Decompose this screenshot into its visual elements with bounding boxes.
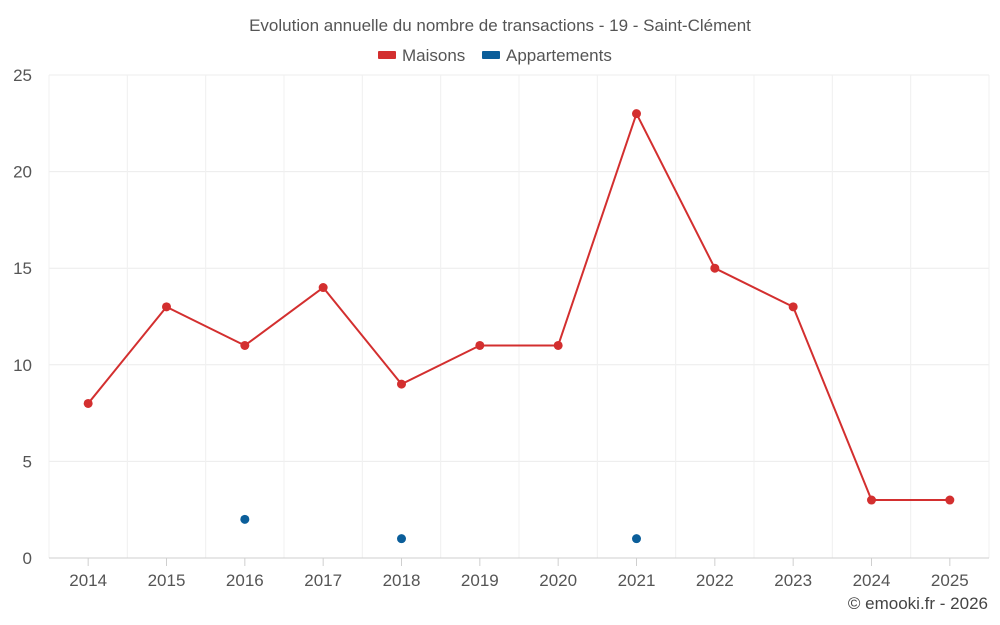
data-point-maisons <box>83 398 93 408</box>
y-tick-label: 20 <box>13 163 32 182</box>
x-tick-label: 2020 <box>539 571 577 590</box>
chart-title: Evolution annuelle du nombre de transact… <box>249 16 751 35</box>
legend-label: Maisons <box>402 46 465 65</box>
data-point-appartements <box>632 534 641 544</box>
legend-swatch <box>482 51 500 59</box>
credit-text: © emooki.fr - 2026 <box>848 594 988 613</box>
series-line-maisons <box>87 112 950 502</box>
legend-item-appartements[interactable]: Appartements <box>482 46 612 65</box>
x-tick-label: 2014 <box>69 571 107 590</box>
data-point-maisons <box>240 340 250 350</box>
data-point-maisons <box>162 302 171 312</box>
y-tick-label: 15 <box>13 259 32 278</box>
legend[interactable]: Maisons Appartements <box>378 46 612 65</box>
series-layer <box>83 109 955 544</box>
legend-label: Appartements <box>506 46 612 65</box>
x-tick-label: 2021 <box>618 571 656 590</box>
data-point-maisons <box>397 379 406 389</box>
data-point-appartements <box>397 534 406 544</box>
x-tick-label: 2015 <box>148 571 186 590</box>
x-tick-label: 2022 <box>696 571 734 590</box>
legend-swatch <box>378 51 396 59</box>
y-tick-label: 5 <box>23 452 32 471</box>
data-point-appartements <box>240 514 250 524</box>
y-tick-label: 10 <box>13 356 32 375</box>
data-point-maisons <box>788 302 798 312</box>
data-point-maisons <box>475 340 485 350</box>
x-tick-label: 2017 <box>304 571 342 590</box>
y-tick-label: 25 <box>13 66 32 85</box>
data-point-maisons <box>710 263 720 273</box>
x-tick-label: 2025 <box>931 571 969 590</box>
y-tick-label: 0 <box>23 549 32 568</box>
data-point-maisons <box>318 283 328 293</box>
x-tick-label: 2019 <box>461 571 499 590</box>
x-tick-label: 2016 <box>226 571 264 590</box>
legend-item-maisons[interactable]: Maisons <box>378 46 465 65</box>
x-tick-label: 2018 <box>383 571 421 590</box>
data-point-maisons <box>945 495 955 505</box>
x-tick-label: 2024 <box>853 571 891 590</box>
data-point-maisons <box>553 340 563 350</box>
grid <box>48 74 990 558</box>
data-point-maisons <box>632 109 641 119</box>
x-tick-label: 2023 <box>774 571 812 590</box>
data-point-maisons <box>867 495 876 505</box>
